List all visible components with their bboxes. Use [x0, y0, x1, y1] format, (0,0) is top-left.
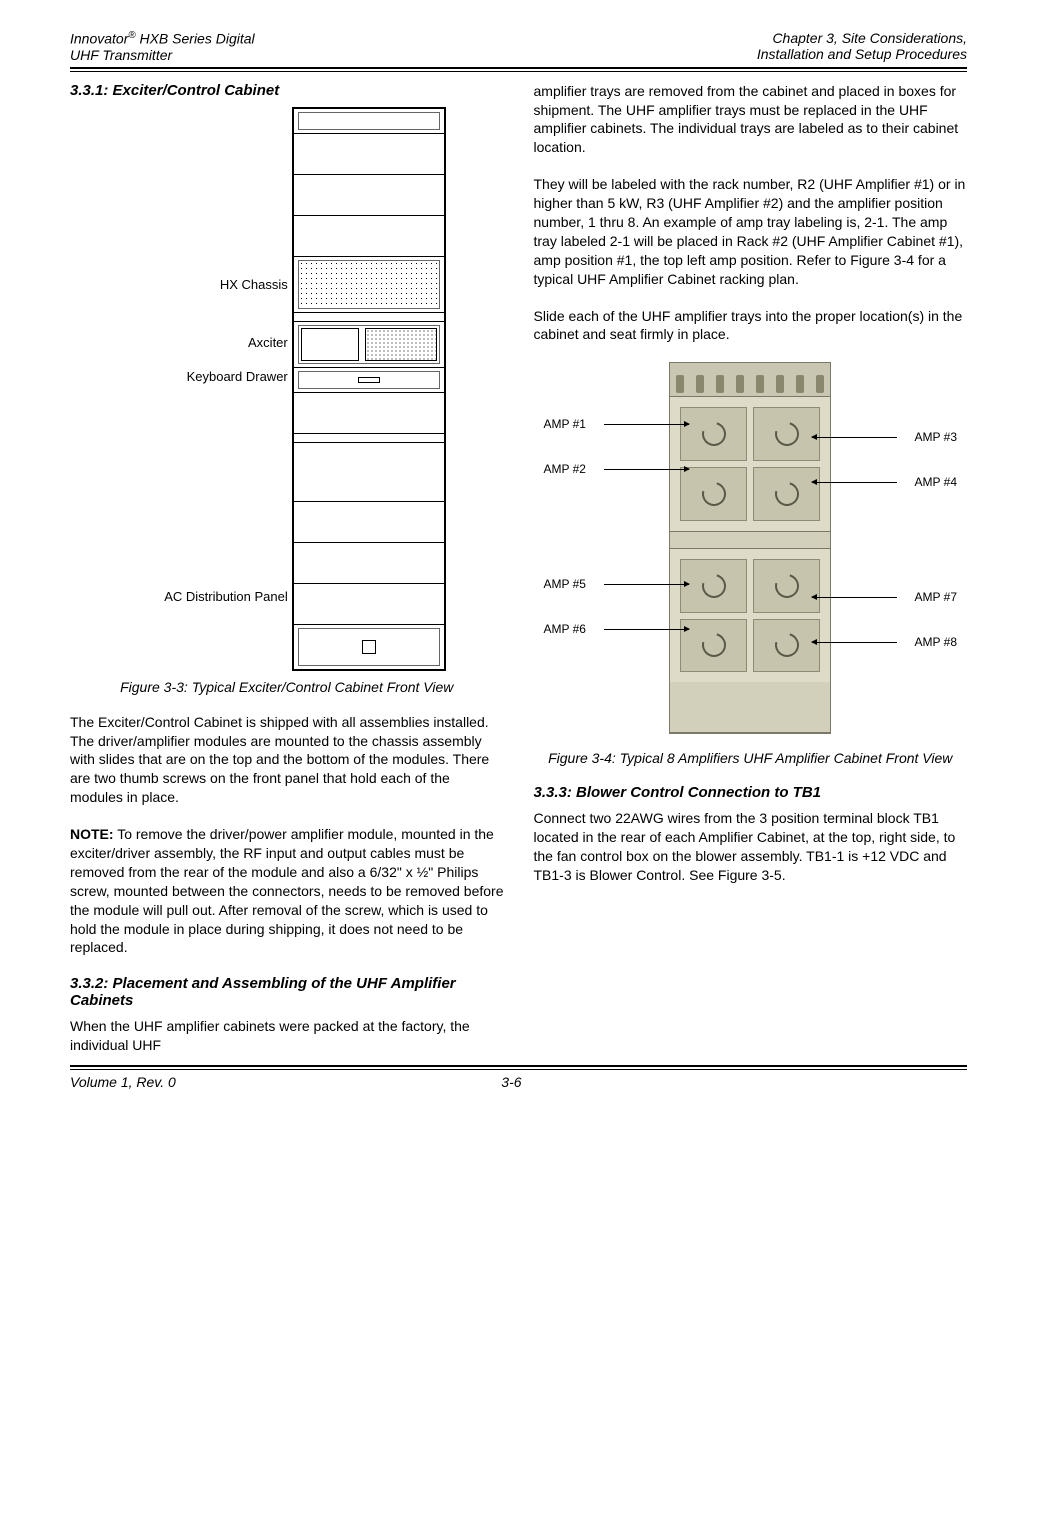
amp-label-6: AMP #6 [544, 622, 586, 636]
figure-3-4-caption: Figure 3-4: Typical 8 Amplifiers UHF Amp… [534, 750, 968, 766]
header-right-line2: Installation and Setup Procedures [757, 46, 967, 62]
section-331-title: 3.3.1: Exciter/Control Cabinet [70, 82, 504, 99]
header-left-line2: UHF Transmitter [70, 47, 172, 63]
rack-label-keyboard: Keyboard Drawer [128, 365, 288, 389]
left-column: 3.3.1: Exciter/Control Cabinet HX Chassi… [70, 82, 504, 1055]
left-paragraph-1: The Exciter/Control Cabinet is shipped w… [70, 713, 504, 807]
amp-upper-section [670, 397, 830, 531]
amp-arrow [604, 584, 689, 585]
footer-rule [70, 1065, 967, 1070]
amp-arrow [604, 424, 689, 425]
rack-row [294, 216, 444, 257]
rack-cabinet-diagram [292, 107, 446, 671]
registered-mark: ® [128, 30, 135, 41]
amp-lower-section [670, 549, 830, 683]
amp-label-8: AMP #8 [915, 635, 957, 649]
amp-arrow [812, 642, 897, 643]
footer-left: Volume 1, Rev. 0 [70, 1074, 176, 1090]
page-header: Innovator® HXB Series Digital UHF Transm… [70, 30, 967, 63]
rack-label-axciter: Axciter [128, 320, 288, 365]
rack-row-hx [294, 257, 444, 313]
rack-label-hx: HX Chassis [128, 257, 288, 312]
footer-center: 3-6 [501, 1074, 521, 1090]
amp-cell-2 [680, 467, 747, 521]
rack-row [294, 584, 444, 625]
amp-label-7: AMP #7 [915, 590, 957, 604]
amp-arrow [812, 482, 897, 483]
amplifier-cabinet-diagram [669, 362, 831, 734]
figure-3-3-caption: Figure 3-3: Typical Exciter/Control Cabi… [70, 679, 504, 695]
amp-cell-5 [680, 559, 747, 613]
rack-row [294, 313, 444, 322]
amp-label-4: AMP #4 [915, 475, 957, 489]
rack-row [294, 109, 444, 134]
amp-cell-6 [680, 619, 747, 673]
amp-cell-7 [753, 559, 820, 613]
amp-arrow [812, 597, 897, 598]
header-left: Innovator® HXB Series Digital UHF Transm… [70, 30, 255, 63]
rack-row-ac [294, 625, 444, 669]
amp-arrow [604, 469, 689, 470]
amp-cell-8 [753, 619, 820, 673]
header-left-line1b: HXB Series Digital [136, 31, 255, 47]
amp-base [670, 682, 830, 733]
section-332-title: 3.3.2: Placement and Assembling of the U… [70, 975, 504, 1009]
note-body: To remove the driver/power amplifier mod… [70, 826, 504, 955]
left-note: NOTE: To remove the driver/power amplifi… [70, 825, 504, 957]
rack-labels: HX Chassis Axciter Keyboard Drawer AC Di… [128, 107, 292, 619]
amp-cell-4 [753, 467, 820, 521]
amp-cell-1 [680, 407, 747, 461]
right-column: amplifier trays are removed from the cab… [534, 82, 968, 1055]
header-right: Chapter 3, Site Considerations, Installa… [757, 30, 967, 63]
amp-label-5: AMP #5 [544, 577, 586, 591]
page-footer: Volume 1, Rev. 0 3-6 [70, 1074, 967, 1090]
rack-row-axciter [294, 322, 444, 368]
right-paragraph-1: amplifier trays are removed from the cab… [534, 82, 968, 158]
amp-top-vents [670, 363, 830, 397]
rack-row-keyboard [294, 368, 444, 393]
rack-label-ac: AC Distribution Panel [128, 575, 288, 619]
content-columns: 3.3.1: Exciter/Control Cabinet HX Chassi… [70, 82, 967, 1055]
amp-arrow [812, 437, 897, 438]
amp-label-3: AMP #3 [915, 430, 957, 444]
header-rule [70, 67, 967, 72]
right-paragraph-3: Slide each of the UHF amplifier trays in… [534, 307, 968, 345]
right-paragraph-2: They will be labeled with the rack numbe… [534, 175, 968, 288]
rack-row [294, 134, 444, 175]
left-paragraph-2: When the UHF amplifier cabinets were pac… [70, 1017, 504, 1055]
rack-row [294, 434, 444, 443]
amp-label-1: AMP #1 [544, 417, 586, 431]
rack-row [294, 175, 444, 216]
rack-row [294, 502, 444, 543]
note-label: NOTE: [70, 826, 114, 842]
header-left-line1a: Innovator [70, 31, 128, 47]
amp-label-2: AMP #2 [544, 462, 586, 476]
section-333-title: 3.3.3: Blower Control Connection to TB1 [582, 784, 968, 801]
figure-3-4: AMP #1 AMP #2 AMP #5 AMP #6 AMP #3 AMP #… [534, 362, 968, 742]
right-paragraph-4: Connect two 22AWG wires from the 3 posit… [534, 809, 968, 885]
rack-row [294, 443, 444, 502]
rack-row [294, 393, 444, 434]
rack-row [294, 543, 444, 584]
figure-3-3: HX Chassis Axciter Keyboard Drawer AC Di… [70, 107, 504, 671]
amp-arrow [604, 629, 689, 630]
header-right-line1: Chapter 3, Site Considerations, [772, 30, 967, 46]
